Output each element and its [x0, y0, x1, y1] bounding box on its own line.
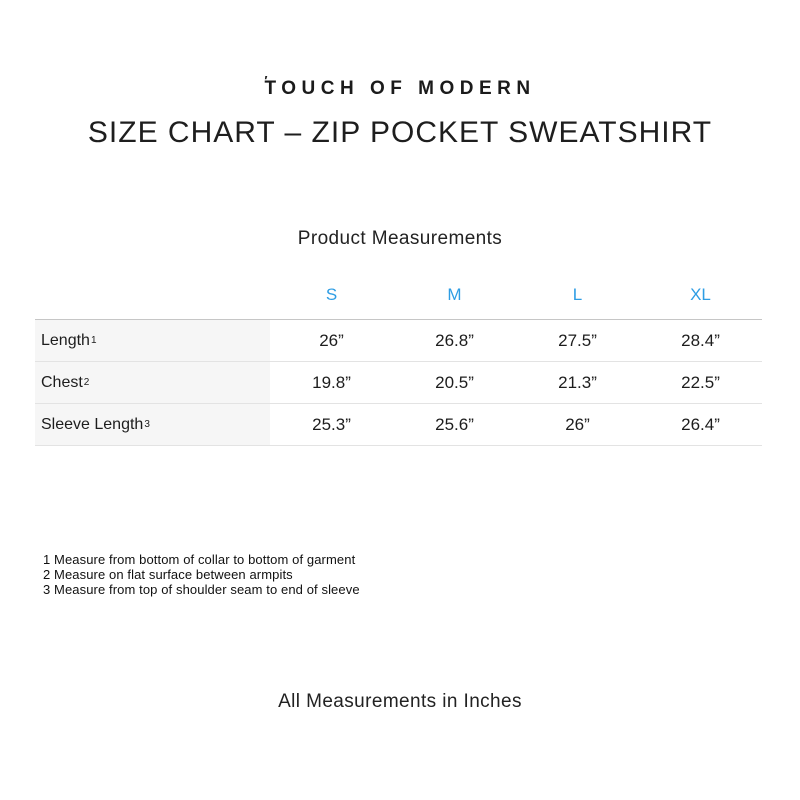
footnote-ref: 2 — [83, 377, 90, 388]
row-label: Sleeve Length 3 — [35, 404, 270, 445]
measurement-value: 25.6” — [435, 414, 474, 434]
row-label: Chest 2 — [35, 362, 270, 403]
brand-logo: ′TOUCH OF MODERN — [0, 73, 800, 100]
measurement-value: 27.5” — [558, 330, 597, 350]
measurement-value: 26” — [565, 414, 590, 434]
footnote-ref: 1 — [90, 335, 97, 346]
footnote-2: 2 Measure on flat surface between armpit… — [43, 567, 293, 582]
size-header-row: S M L XL — [35, 270, 762, 319]
page-title: SIZE CHART – ZIP POCKET SWEATSHIRT — [87, 116, 713, 149]
measurement-value: 22.5” — [681, 372, 720, 392]
measurement-value: 28.4” — [681, 330, 720, 350]
units-note: All Measurements in Inches — [278, 691, 522, 712]
measurement-value: 25.3” — [312, 414, 351, 434]
footnote-3: 3 Measure from top of shoulder seam to e… — [43, 582, 360, 597]
table-row-length: Length 1 26” 26.8” 27.5” 28.4” — [35, 320, 762, 362]
footnote-1: 1 Measure from bottom of collar to botto… — [43, 552, 356, 567]
brand-logo-text: TOUCH OF MODERN — [264, 78, 536, 99]
row-label: Length 1 — [35, 320, 270, 361]
row-label-text: Chest — [41, 373, 83, 391]
size-column-header-s: S — [325, 284, 338, 304]
size-column-header-l: L — [572, 284, 583, 304]
row-label-text: Length — [41, 331, 90, 349]
table-heading: Product Measurements — [297, 228, 503, 249]
measurement-value: 20.5” — [435, 372, 474, 392]
size-table-body: Length 1 26” 26.8” 27.5” 28.4” Chest 2 19.… — [35, 319, 762, 446]
size-chart-table: S M L XL Length 1 26” 26.8” 27.5” 28.4” C… — [35, 270, 762, 446]
row-label-text: Sleeve Length — [41, 415, 144, 433]
measurement-value: 26” — [319, 330, 344, 350]
size-column-header-xl: XL — [690, 284, 711, 304]
measurement-footnotes: 1 Measure from bottom of collar to botto… — [43, 552, 360, 597]
table-row-sleeve-length: Sleeve Length 3 25.3” 25.6” 26” 26.4” — [35, 404, 762, 446]
measurement-value: 19.8” — [312, 372, 351, 392]
measurement-value: 26.8” — [435, 330, 474, 350]
size-column-header-m: M — [447, 284, 462, 304]
table-row-chest: Chest 2 19.8” 20.5” 21.3” 22.5” — [35, 362, 762, 404]
measurement-value: 21.3” — [558, 372, 597, 392]
footnote-ref: 3 — [144, 419, 150, 430]
brand-logo-tick-mark: ′ — [264, 73, 268, 88]
measurement-value: 26.4” — [681, 414, 720, 434]
